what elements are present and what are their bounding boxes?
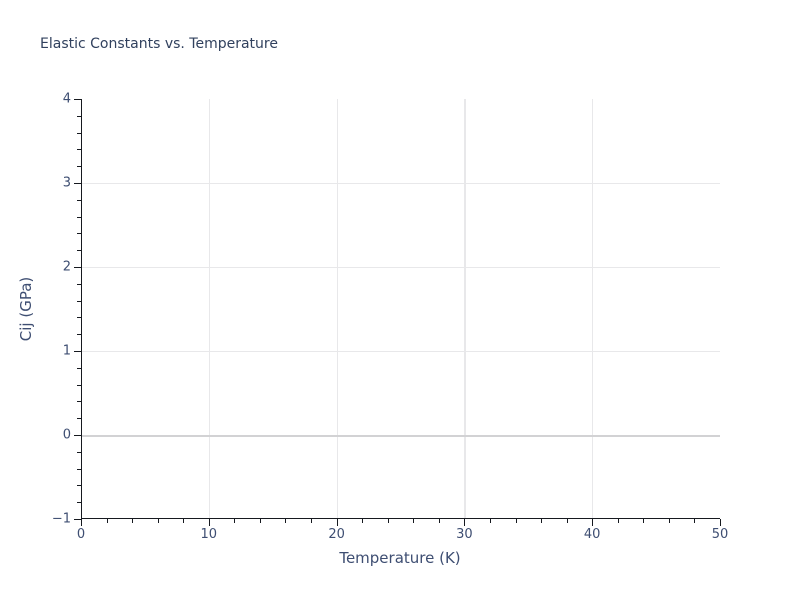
zero-gridline [81, 435, 720, 437]
y-tick-minor [77, 132, 81, 134]
y-tick-minor [77, 418, 81, 420]
x-axis-label: Temperature (K) [339, 549, 461, 567]
x-tick-minor [285, 519, 287, 523]
y-tick-minor [77, 317, 81, 319]
x-tick-minor [489, 519, 491, 523]
x-tick-major [592, 519, 594, 526]
y-tick-minor [77, 250, 81, 252]
y-tick-minor [77, 334, 81, 336]
x-tick-major [81, 519, 83, 526]
x-tick-label: 30 [456, 527, 473, 542]
x-tick-label: 20 [328, 527, 345, 542]
x-tick-label: 10 [200, 527, 218, 542]
x-tick-minor [413, 519, 415, 523]
x-tick-label: 0 [76, 527, 86, 542]
y-tick-label: −1 [51, 511, 71, 527]
x-tick-minor [311, 519, 313, 523]
x-tick-major [464, 519, 466, 526]
x-tick-minor [617, 519, 619, 523]
x-tick-major [720, 519, 722, 526]
y-axis-spine [81, 99, 83, 519]
gridline-vertical [208, 99, 210, 519]
y-axis-label: Cij (GPa) [17, 276, 35, 342]
y-tick-minor [77, 115, 81, 117]
y-tick-major [74, 435, 81, 437]
x-axis-spine [81, 517, 720, 519]
y-tick-label: 3 [62, 175, 71, 191]
x-tick-minor [566, 519, 568, 523]
y-tick-label: 1 [62, 343, 71, 359]
x-tick-minor [694, 519, 696, 523]
y-tick-minor [77, 468, 81, 470]
plot-area: 0 10 20 30 40 50 −1 0 1 2 3 4 [52, 93, 728, 542]
y-tick-minor [77, 216, 81, 218]
x-tick-minor [234, 519, 236, 523]
x-tick-minor [132, 519, 134, 523]
y-tick-label: 0 [62, 427, 71, 443]
x-tick-minor [668, 519, 670, 523]
y-tick-minor [77, 233, 81, 235]
y-tick-minor [77, 485, 81, 487]
x-tick-label: 50 [711, 527, 729, 542]
gridline-horizontal [81, 183, 720, 185]
y-tick-minor [77, 367, 81, 369]
x-tick-major [336, 519, 338, 526]
y-tick-major [74, 519, 81, 521]
y-tick-major [74, 351, 81, 353]
x-tick-minor [387, 519, 389, 523]
x-tick-minor [541, 519, 543, 523]
x-tick-major [208, 519, 210, 526]
y-tick-minor [77, 502, 81, 504]
gridline-horizontal [81, 267, 720, 269]
x-tick-minor [157, 519, 159, 523]
gridline-vertical [336, 99, 338, 519]
y-tick-minor [77, 283, 81, 285]
y-tick-minor [77, 401, 81, 403]
y-tick-major [74, 183, 81, 185]
x-tick-minor [643, 519, 645, 523]
x-tick-minor [362, 519, 364, 523]
y-tick-minor [77, 199, 81, 201]
gridline-horizontal [81, 351, 720, 353]
x-tick-minor [106, 519, 108, 523]
y-tick-minor [77, 166, 81, 168]
y-tick-major [74, 99, 81, 101]
x-tick-label: 40 [583, 527, 601, 542]
gridline-vertical [592, 99, 594, 519]
y-tick-minor [77, 149, 81, 151]
x-tick-minor [438, 519, 440, 523]
chart-title: Elastic Constants vs. Temperature [40, 36, 278, 52]
y-tick-label: 4 [62, 91, 71, 107]
y-tick-major [74, 267, 81, 269]
y-tick-minor [77, 451, 81, 453]
x-tick-minor [259, 519, 261, 523]
y-tick-label: 2 [62, 259, 71, 275]
x-tick-minor [183, 519, 185, 523]
x-tick-minor [515, 519, 517, 523]
gridline-vertical [464, 99, 466, 519]
y-tick-minor [77, 300, 81, 302]
y-tick-minor [77, 384, 81, 386]
